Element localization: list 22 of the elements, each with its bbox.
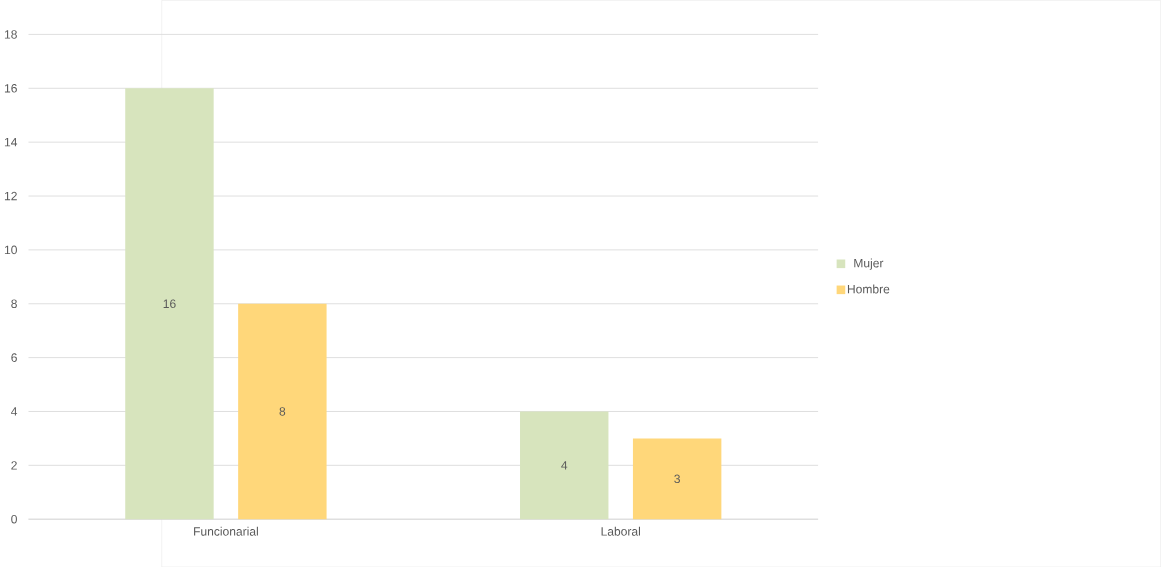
y-tick-label: 6: [11, 353, 17, 362]
bar: [520, 411, 609, 519]
data-label: 8: [279, 407, 286, 416]
y-tick-label: 8: [11, 299, 17, 308]
x-tick-label: Funcionarial: [194, 526, 258, 536]
bar: [632, 438, 722, 519]
y-tick-label: 2: [11, 460, 17, 470]
legend-label: Mujer: [854, 258, 884, 270]
y-tick-label: 18: [4, 29, 17, 39]
y-tick-label: 12: [4, 191, 17, 201]
y-tick-label: 4: [11, 407, 18, 416]
y-tick-label: 0: [11, 514, 17, 524]
data-label: 16: [163, 299, 176, 308]
data-label: 4: [561, 461, 568, 470]
legend-label: Hombre: [847, 284, 890, 294]
x-tick-label: Laboral: [601, 526, 640, 536]
y-tick-label: 16: [4, 83, 17, 93]
y-tick-label: 10: [4, 245, 17, 254]
data-label: 3: [674, 474, 680, 483]
bar: [125, 88, 214, 519]
y-tick-label: 14: [4, 137, 18, 147]
bar: [238, 303, 327, 519]
